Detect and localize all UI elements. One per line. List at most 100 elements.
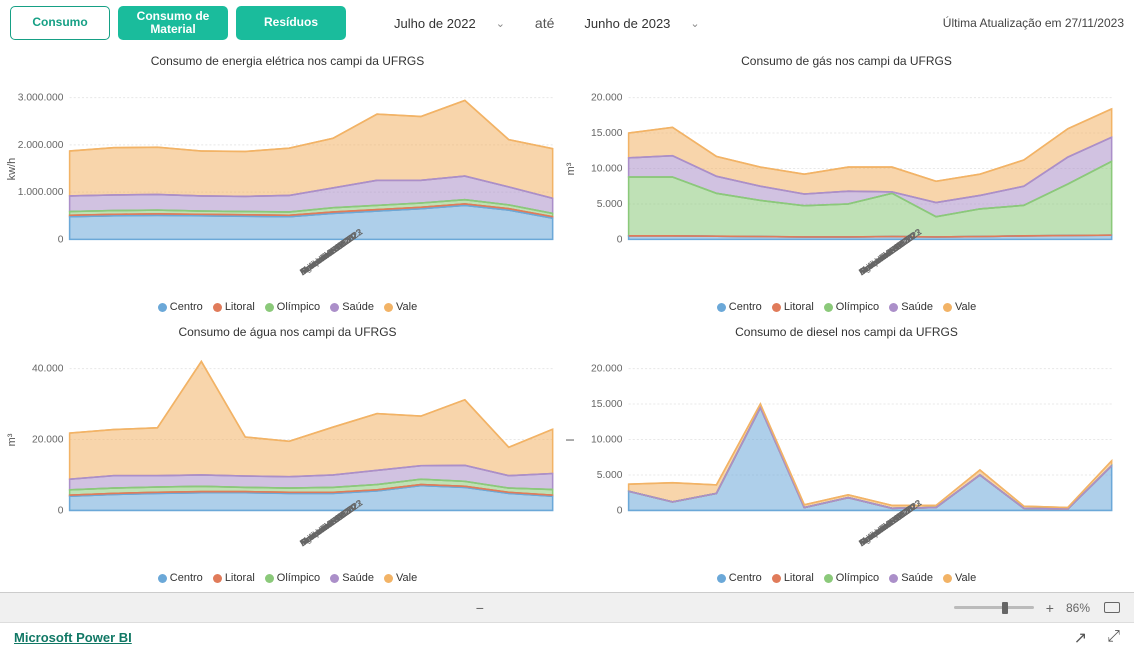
- legend-label: Olímpico: [277, 572, 320, 584]
- legend-item[interactable]: Saúde: [330, 301, 374, 313]
- date-from-label: Julho de 2022: [394, 16, 476, 31]
- legend-item[interactable]: Saúde: [330, 572, 374, 584]
- svg-text:3.000.000: 3.000.000: [18, 93, 64, 104]
- svg-text:20.000: 20.000: [591, 364, 623, 375]
- legend: Centro Litoral Olímpico Saúde Vale: [158, 550, 417, 588]
- x-axis-labels: Julho de 2022Agosto de 2022Setembro de 2…: [807, 538, 887, 550]
- fit-to-page-icon[interactable]: [1104, 602, 1120, 613]
- legend-item[interactable]: Vale: [384, 301, 417, 313]
- y-axis-label: kw/h: [6, 157, 18, 180]
- zoom-slider[interactable]: [954, 606, 1034, 609]
- legend-item[interactable]: Olímpico: [265, 572, 320, 584]
- legend-item[interactable]: Saúde: [889, 572, 933, 584]
- legend-item[interactable]: Centro: [158, 572, 203, 584]
- tab-consumo-material[interactable]: Consumo de Material: [118, 6, 228, 40]
- legend-dot-icon: [717, 574, 726, 583]
- legend-label: Litoral: [225, 572, 255, 584]
- chart-title: Consumo de água nos campi da UFRGS: [178, 321, 396, 341]
- svg-text:15.000: 15.000: [591, 128, 623, 139]
- legend-label: Olímpico: [836, 301, 879, 313]
- svg-text:40.000: 40.000: [32, 364, 64, 375]
- chevron-down-icon: ⌄: [496, 17, 505, 30]
- legend-item[interactable]: Centro: [717, 572, 762, 584]
- legend-item[interactable]: Vale: [943, 572, 976, 584]
- legend-item[interactable]: Centro: [717, 301, 762, 313]
- legend-label: Centro: [170, 572, 203, 584]
- zoom-slider-thumb[interactable]: [1002, 602, 1008, 614]
- share-icon[interactable]: ↗: [1074, 628, 1087, 648]
- zoom-value: 86%: [1066, 601, 1090, 615]
- y-axis-label: m³: [6, 433, 18, 446]
- legend-label: Centro: [729, 572, 762, 584]
- legend-item[interactable]: Olímpico: [824, 572, 879, 584]
- legend-item[interactable]: Litoral: [772, 301, 814, 313]
- legend-dot-icon: [213, 574, 222, 583]
- chart-energia[interactable]: Consumo de energia elétrica nos campi da…: [10, 50, 565, 317]
- zoom-bar: − + 86%: [0, 592, 1134, 622]
- chart-canvas: kw/h01.000.0002.000.0003.000.000: [10, 70, 565, 267]
- legend: Centro Litoral Olímpico Saúde Vale: [158, 279, 417, 317]
- legend-dot-icon: [213, 303, 222, 312]
- legend-item[interactable]: Saúde: [889, 301, 933, 313]
- date-to-select[interactable]: Junho de 2023 ⌄: [584, 16, 699, 31]
- legend-label: Vale: [955, 301, 976, 313]
- legend-label: Saúde: [342, 301, 374, 313]
- legend-dot-icon: [772, 303, 781, 312]
- chart-canvas: l05.00010.00015.00020.000: [569, 341, 1124, 538]
- date-to-label: Junho de 2023: [584, 16, 670, 31]
- zoom-out-button[interactable]: −: [472, 600, 488, 616]
- chart-agua[interactable]: Consumo de água nos campi da UFRGSm³020.…: [10, 321, 565, 588]
- legend-label: Vale: [955, 572, 976, 584]
- x-axis-labels: Julho de 2022Agosto de 2022Setembro de 2…: [248, 267, 328, 279]
- legend-label: Litoral: [225, 301, 255, 313]
- svg-text:20.000: 20.000: [591, 93, 623, 104]
- legend-label: Saúde: [342, 572, 374, 584]
- date-range: Julho de 2022 ⌄ até Junho de 2023 ⌄: [394, 15, 700, 31]
- legend-label: Vale: [396, 572, 417, 584]
- legend-item[interactable]: Olímpico: [824, 301, 879, 313]
- last-update-label: Última Atualização em 27/11/2023: [943, 16, 1124, 30]
- svg-text:5.000: 5.000: [597, 470, 623, 481]
- date-from-select[interactable]: Julho de 2022 ⌄: [394, 16, 505, 31]
- legend-item[interactable]: Olímpico: [265, 301, 320, 313]
- svg-text:15.000: 15.000: [591, 399, 623, 410]
- legend-dot-icon: [824, 574, 833, 583]
- svg-text:0: 0: [617, 506, 623, 517]
- legend-dot-icon: [384, 574, 393, 583]
- zoom-in-button[interactable]: +: [1042, 600, 1058, 616]
- svg-text:20.000: 20.000: [32, 435, 64, 446]
- legend-dot-icon: [772, 574, 781, 583]
- y-axis-label: m³: [565, 162, 577, 175]
- legend-dot-icon: [330, 574, 339, 583]
- svg-text:1.000.000: 1.000.000: [18, 187, 64, 198]
- footer: Microsoft Power BI ↗ ⤢: [0, 622, 1134, 652]
- legend: Centro Litoral Olímpico Saúde Vale: [717, 550, 976, 588]
- chart-diesel[interactable]: Consumo de diesel nos campi da UFRGSl05.…: [569, 321, 1124, 588]
- x-axis-labels: Julho de 2022Agosto de 2022Setembro de 2…: [807, 267, 887, 279]
- legend-item[interactable]: Litoral: [213, 572, 255, 584]
- x-axis-labels: Julho de 2022Agosto de 2022Setembro de 2…: [248, 538, 328, 550]
- tab-residuos[interactable]: Resíduos: [236, 6, 346, 40]
- legend-item[interactable]: Centro: [158, 301, 203, 313]
- svg-text:10.000: 10.000: [591, 164, 623, 175]
- legend-dot-icon: [717, 303, 726, 312]
- svg-text:0: 0: [58, 506, 64, 517]
- legend-dot-icon: [889, 303, 898, 312]
- legend-dot-icon: [330, 303, 339, 312]
- legend-label: Vale: [396, 301, 417, 313]
- svg-text:5.000: 5.000: [597, 199, 623, 210]
- legend-dot-icon: [824, 303, 833, 312]
- legend-label: Saúde: [901, 572, 933, 584]
- legend-dot-icon: [889, 574, 898, 583]
- tab-consumo[interactable]: Consumo: [10, 6, 110, 40]
- svg-text:2.000.000: 2.000.000: [18, 140, 64, 151]
- legend: Centro Litoral Olímpico Saúde Vale: [717, 279, 976, 317]
- legend-item[interactable]: Vale: [943, 301, 976, 313]
- chart-title: Consumo de gás nos campi da UFRGS: [741, 50, 952, 70]
- legend-item[interactable]: Vale: [384, 572, 417, 584]
- chart-gas[interactable]: Consumo de gás nos campi da UFRGSm³05.00…: [569, 50, 1124, 317]
- legend-item[interactable]: Litoral: [213, 301, 255, 313]
- powerbi-link[interactable]: Microsoft Power BI: [14, 630, 132, 645]
- legend-item[interactable]: Litoral: [772, 572, 814, 584]
- fullscreen-icon[interactable]: ⤢: [1107, 628, 1120, 648]
